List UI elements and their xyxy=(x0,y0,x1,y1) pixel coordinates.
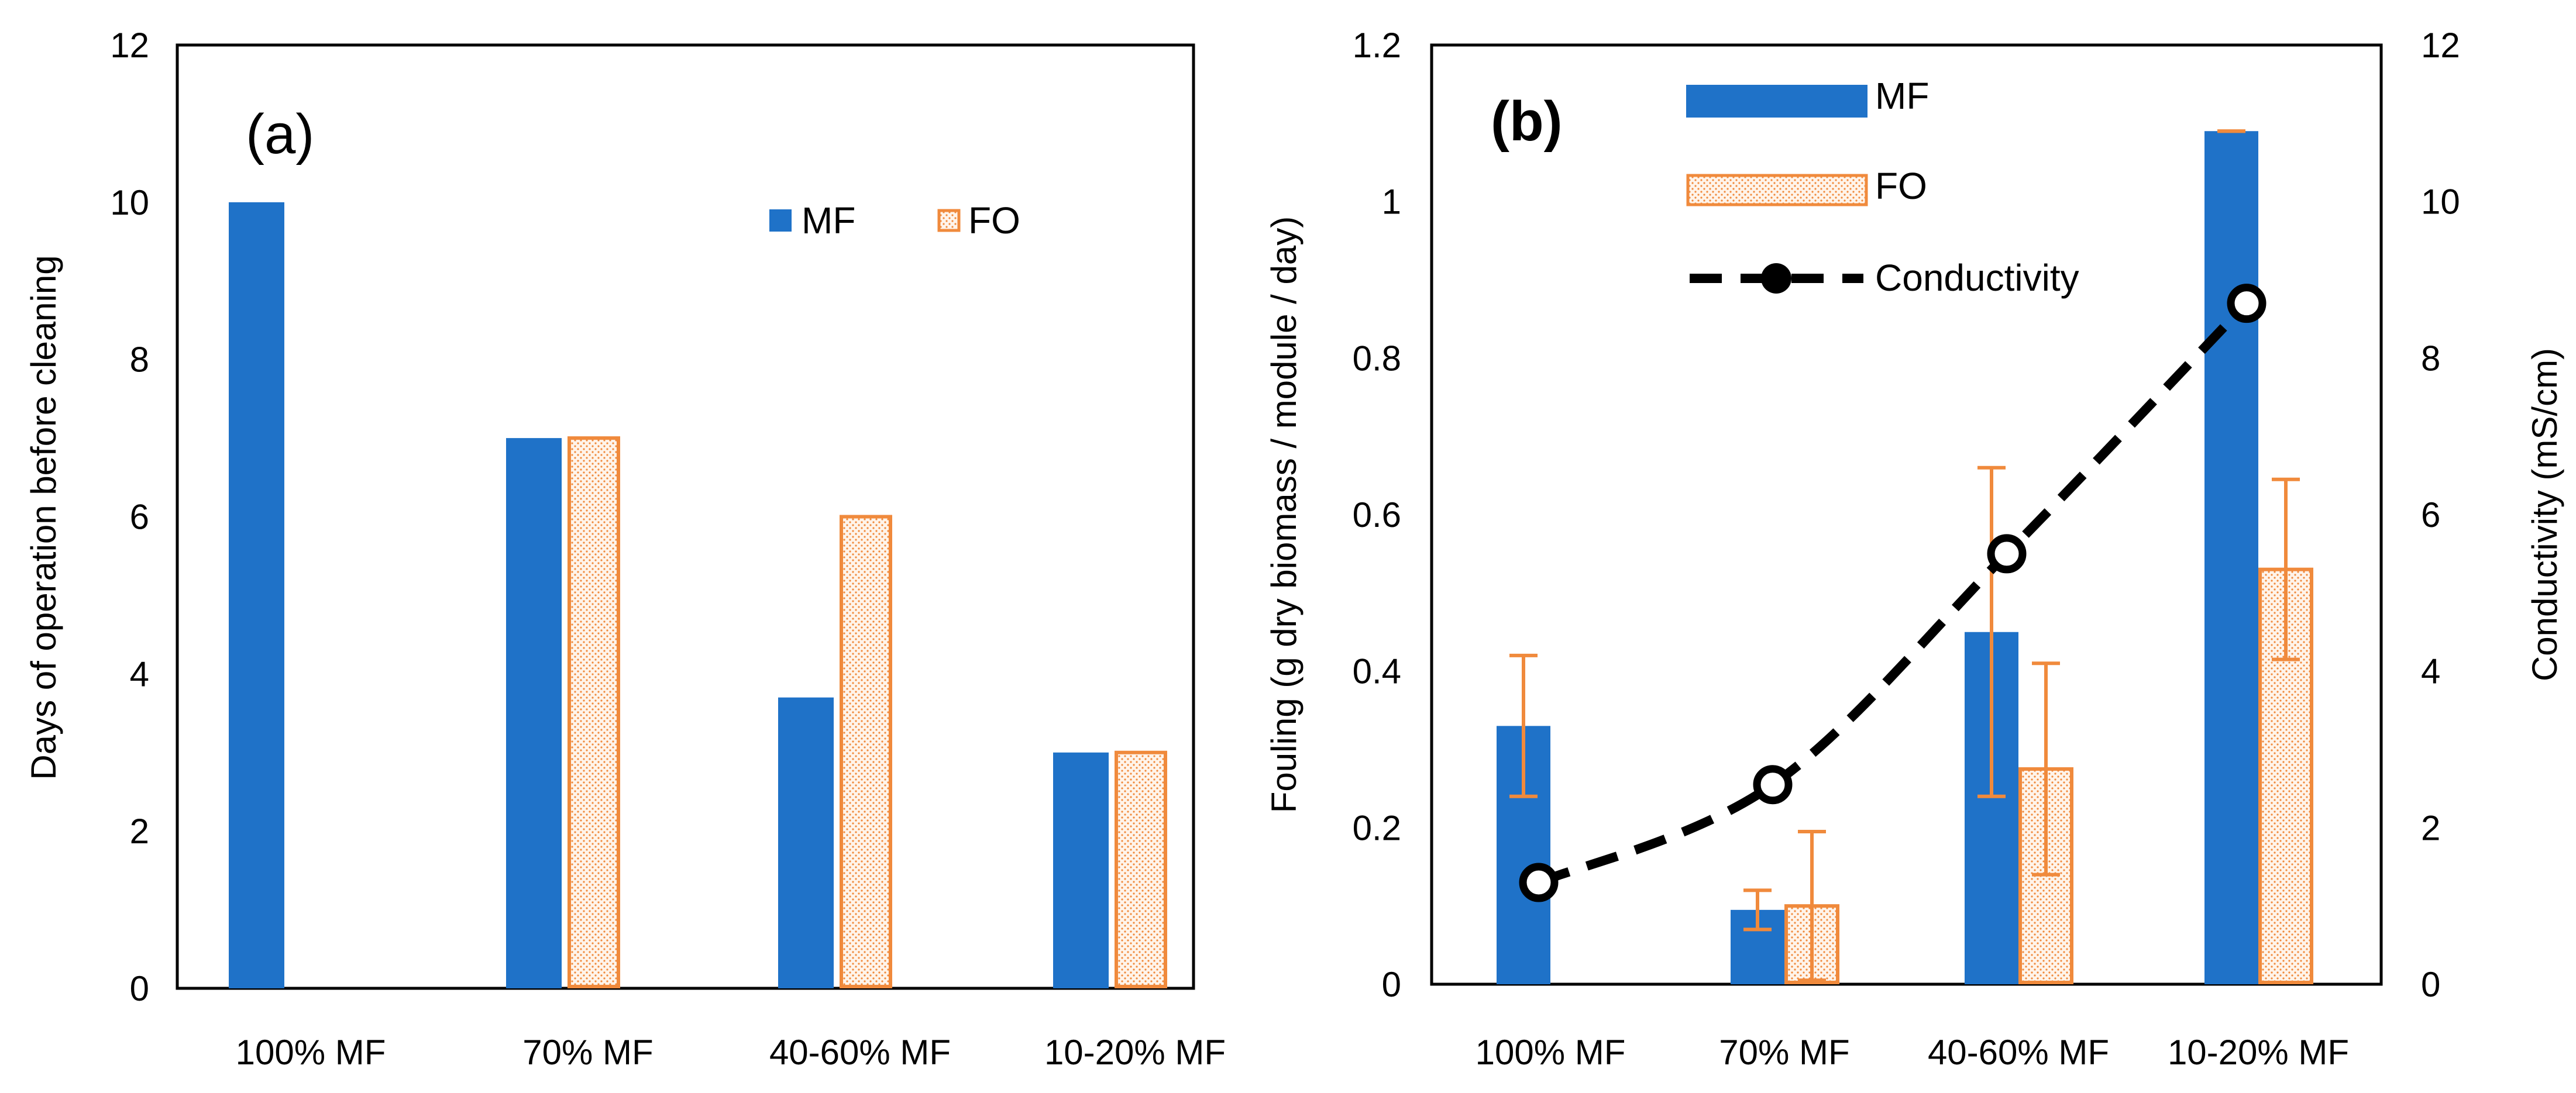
chart-b-legend-conductivity-label: Conductivity xyxy=(1875,257,2079,299)
chart-a-bar-fo xyxy=(840,515,892,988)
chart-b-y-ticks: 0 0.2 0.4 0.6 0.8 1 1.2 xyxy=(1353,26,1401,1004)
chart-b-y2-tick-label: 12 xyxy=(2421,26,2460,65)
chart-b-y2-axis-label: Conductivity (mS/cm) xyxy=(2525,348,2564,681)
chart-a-panel-label: (a) xyxy=(246,103,314,165)
chart-b-error-bar-fo xyxy=(1798,830,1826,982)
chart-b-legend-mf-label: MF xyxy=(1875,75,1929,117)
chart-b-error-bars xyxy=(1509,129,2300,982)
chart-a-plot-frame xyxy=(176,43,1195,990)
chart-a-y-tick-label: 4 xyxy=(130,654,149,694)
chart-b-conductivity-point xyxy=(1519,863,1559,902)
chart-a-legend-fo-swatch xyxy=(937,209,961,232)
chart-b-y2-ticks: 0 2 4 6 8 10 12 xyxy=(2421,26,2460,1004)
chart-b-conductivity-point xyxy=(1987,534,2027,574)
chart-b-y-tick-label: 1.2 xyxy=(1353,26,1401,65)
chart-a-bar-mf xyxy=(506,438,562,988)
chart-a-legend-mf-swatch xyxy=(769,209,792,232)
chart-b-conductivity-series xyxy=(1519,284,2267,902)
chart-b-y2-tick-label: 10 xyxy=(2421,182,2460,222)
chart-a-bars xyxy=(229,202,1167,988)
chart-b-error-bar-mf xyxy=(1509,653,1538,798)
chart-a-y-tick-label: 10 xyxy=(110,183,149,222)
chart-a-bar-mf xyxy=(778,697,834,988)
chart-b-y2-tick-label: 8 xyxy=(2421,339,2440,378)
chart-b-y-tick-label: 0.6 xyxy=(1353,495,1401,535)
chart-b-y-tick-label: 1 xyxy=(1382,182,1401,222)
chart-a-x-tick-label: 10-20% MF xyxy=(1044,1033,1226,1072)
chart-b-y-tick-label: 0.8 xyxy=(1353,339,1401,378)
chart-b-conductivity-point xyxy=(2227,284,2267,323)
chart-a-x-tick-label: 100% MF xyxy=(236,1033,386,1072)
chart-b-plot-frame xyxy=(1430,43,2383,986)
chart-a-y-ticks: 0 2 4 6 8 10 12 xyxy=(110,26,149,1008)
chart-b-legend: MF FO Conductivity xyxy=(1686,75,2079,299)
chart-b: 0 0.2 0.4 0.6 0.8 1 1.2 0 2 4 6 8 10 12 100% MF 70% M… xyxy=(1264,26,2564,1072)
chart-b-y-tick-label: 0 xyxy=(1382,965,1401,1004)
chart-a-y-tick-label: 2 xyxy=(130,812,149,851)
chart-b-legend-mf-swatch xyxy=(1686,85,1867,118)
chart-b-legend-conductivity-marker xyxy=(1761,263,1791,294)
chart-b-x-ticks: 100% MF 70% MF 40-60% MF 10-20% MF xyxy=(1476,1033,2349,1072)
chart-b-x-tick-label: 10-20% MF xyxy=(2168,1033,2349,1072)
chart-a-x-tick-label: 40-60% MF xyxy=(769,1033,951,1072)
chart-b-bars xyxy=(1497,131,2313,985)
chart-a-bar-fo xyxy=(568,436,620,988)
chart-b-conductivity-line xyxy=(1536,300,2250,887)
chart-a-y-tick-label: 12 xyxy=(110,26,149,65)
chart-b-error-bar-mf xyxy=(1743,888,1772,932)
chart-a-y-axis-label: Days of operation before cleaning xyxy=(24,255,63,780)
chart-a-x-ticks: 100% MF 70% MF 40-60% MF 10-20% MF xyxy=(236,1033,1226,1072)
chart-b-y-axis-label: Fouling (g dry biomass / module / day) xyxy=(1264,216,1304,813)
chart-b-y2-tick-label: 6 xyxy=(2421,495,2440,535)
chart-a: 0 2 4 6 8 10 12 100% MF 70% MF 40-60% MF 10-20% M… xyxy=(24,26,1226,1072)
chart-b-x-tick-label: 40-60% MF xyxy=(1928,1033,2109,1072)
chart-b-x-tick-label: 70% MF xyxy=(1719,1033,1849,1072)
chart-a-bar-mf xyxy=(229,202,284,988)
chart-b-error-bar-fo xyxy=(2032,661,2060,877)
chart-b-y-tick-label: 0.2 xyxy=(1353,808,1401,847)
chart-a-legend-mf-label: MF xyxy=(802,199,855,242)
chart-b-y2-tick-label: 4 xyxy=(2421,652,2440,691)
chart-b-y-tick-label: 0.4 xyxy=(1353,652,1401,691)
chart-b-y2-tick-label: 2 xyxy=(2421,808,2440,847)
chart-b-y2-tick-label: 0 xyxy=(2421,965,2440,1004)
chart-b-legend-fo-label: FO xyxy=(1875,165,1927,207)
chart-b-x-tick-label: 100% MF xyxy=(1476,1033,1626,1072)
chart-b-error-bar-mf xyxy=(1977,466,2006,798)
chart-a-y-tick-label: 0 xyxy=(130,969,149,1008)
chart-b-conductivity-point xyxy=(1753,765,1793,805)
chart-a-legend: MF FO xyxy=(769,199,1020,242)
chart-a-bar-mf xyxy=(1053,752,1109,988)
chart-b-legend-fo-swatch xyxy=(1686,174,1868,206)
chart-a-legend-fo-label: FO xyxy=(968,199,1020,242)
chart-b-error-bar-fo xyxy=(2272,477,2300,661)
chart-b-panel-label: (b) xyxy=(1491,90,1563,153)
chart-a-bar-fo xyxy=(1115,750,1167,988)
chart-a-x-tick-label: 70% MF xyxy=(522,1033,653,1072)
chart-b-bar-mf xyxy=(2204,131,2258,984)
chart-a-y-tick-label: 6 xyxy=(130,498,149,537)
chart-a-y-tick-label: 8 xyxy=(130,340,149,380)
